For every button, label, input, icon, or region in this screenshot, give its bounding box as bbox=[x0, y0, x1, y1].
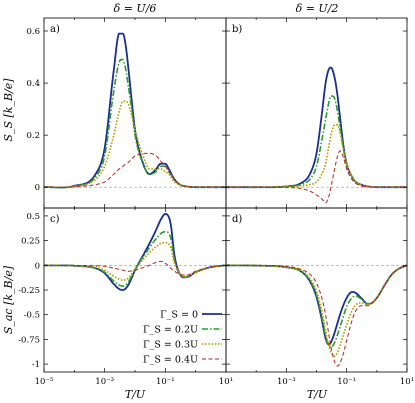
panel-c: 0.5 0.25 0 -0.25 -0.5 -0.75 -1 10⁻⁵ 10⁻³ 10⁻¹ 10¹ c… bbox=[18, 207, 233, 387]
x-tick-label: 10⁻³ bbox=[277, 377, 296, 387]
legend-label: Γ_S = 0.3U bbox=[143, 340, 198, 351]
y-tick-label: -0.5 bbox=[24, 311, 40, 321]
series-gamma-0-line bbox=[225, 264, 408, 346]
panel-label: a) bbox=[50, 24, 60, 35]
x-tick-label: 10⁻³ bbox=[95, 377, 114, 387]
legend-label: Γ_S = 0.4U bbox=[143, 355, 198, 366]
x-tick-label: 10⁻¹ bbox=[337, 377, 356, 387]
y-tick-label: 0.5 bbox=[26, 212, 40, 222]
y-tick-label: 0 bbox=[35, 261, 40, 271]
series-gamma-0.4U-line bbox=[44, 260, 227, 276]
series-gamma-0.3U-line bbox=[43, 241, 227, 281]
ylabel-top: S_S [k_B/e] bbox=[2, 78, 15, 142]
series-gamma-0.2U-line bbox=[43, 230, 227, 287]
ylabel-bottom: S_ac [k_B/e] bbox=[2, 265, 15, 334]
series-gamma-0.2U-line bbox=[43, 58, 226, 189]
y-tick-label: -0.25 bbox=[18, 286, 40, 296]
y-tick-label: 0.4 bbox=[26, 79, 40, 89]
x-tick-label: 10¹ bbox=[219, 377, 233, 387]
x-tick-label: 10⁻¹ bbox=[156, 377, 175, 387]
column-title-left: δ = U/6 bbox=[114, 2, 157, 15]
series-gamma-0.2U-line bbox=[226, 95, 407, 188]
panel-label: b) bbox=[232, 24, 242, 35]
panel-label: c) bbox=[50, 214, 60, 225]
y-tick-label: 0.2 bbox=[26, 131, 40, 141]
series-gamma-0.3U-line bbox=[225, 264, 408, 358]
series-gamma-0.4U-line bbox=[225, 264, 408, 367]
series-gamma-0.4U-line bbox=[43, 152, 226, 188]
legend-label: Γ_S = 0.2U bbox=[143, 325, 198, 336]
series-gamma-0.4U-line bbox=[226, 150, 407, 204]
series-gamma-0.2U-line bbox=[225, 264, 408, 349]
series-gamma-0.3U-line bbox=[43, 100, 226, 189]
y-tick-label: 0.25 bbox=[21, 237, 40, 247]
series-gamma-0-line bbox=[43, 213, 227, 291]
y-tick-label: 0.6 bbox=[26, 27, 40, 37]
panel-frame bbox=[43, 207, 227, 373]
y-tick-label: -1 bbox=[32, 360, 40, 370]
column-title-right: δ = U/2 bbox=[296, 2, 339, 15]
series-gamma-0-line bbox=[226, 66, 407, 189]
legend-label: Γ_S = 0 bbox=[160, 310, 198, 321]
panel-b: b) bbox=[225, 17, 408, 209]
legend: Γ_S = 0 Γ_S = 0.2U Γ_S = 0.3U Γ_S = 0.4U bbox=[143, 310, 222, 366]
y-tick-label: 0 bbox=[35, 183, 40, 193]
panel-frame bbox=[43, 17, 227, 209]
panel-frame bbox=[225, 17, 408, 209]
panels: 0 0.2 0.4 0.6 a) b) 0.5 0.25 0 -0.25 -0.5 -0.75 -1 10… bbox=[18, 17, 414, 387]
x-tick-label: 10¹ bbox=[400, 377, 414, 387]
panel-label: d) bbox=[232, 214, 242, 225]
xlabel-left: T/U bbox=[125, 388, 146, 401]
panel-d: 10⁻³ 10⁻¹ 10¹ d) bbox=[225, 207, 414, 387]
panel-a: 0 0.2 0.4 0.6 a) bbox=[26, 17, 227, 209]
xlabel-right: T/U bbox=[307, 388, 328, 401]
panel-frame bbox=[225, 207, 408, 373]
series-gamma-0-line bbox=[43, 32, 226, 189]
y-tick-label: -0.75 bbox=[18, 335, 40, 345]
x-tick-label: 10⁻⁵ bbox=[35, 377, 54, 387]
